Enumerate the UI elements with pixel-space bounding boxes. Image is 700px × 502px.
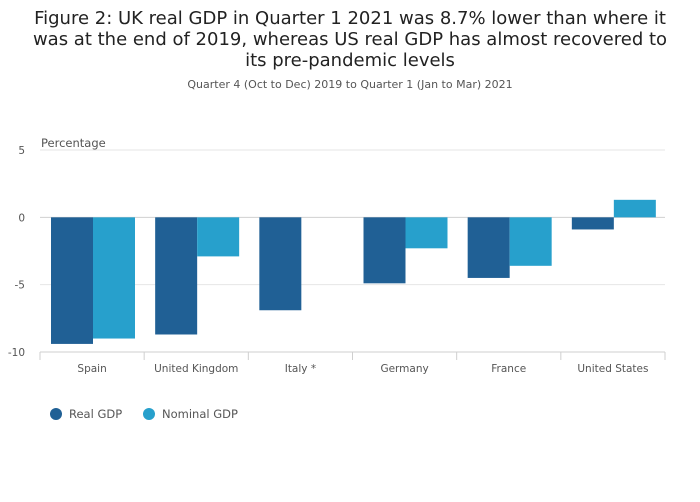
legend-swatch	[50, 408, 62, 420]
real-gdp-bar	[363, 217, 406, 284]
x-tick-label: Italy *	[285, 363, 316, 375]
y-tick-label: -10	[8, 347, 25, 359]
y-tick-label: 5	[18, 145, 25, 157]
nominal-gdp-bar	[509, 217, 552, 266]
x-tick-label: Spain	[77, 363, 106, 375]
x-tick-label: United States	[577, 363, 648, 375]
nominal-gdp-bar	[613, 199, 656, 218]
nominal-gdp-bar	[405, 217, 448, 249]
y-tick-label: -5	[15, 280, 25, 292]
real-gdp-bar	[51, 217, 93, 344]
legend-swatch	[143, 408, 155, 420]
y-tick-label: 0	[18, 212, 25, 224]
chart-title: Figure 2: UK real GDP in Quarter 1 2021 …	[32, 8, 668, 71]
real-gdp-bar	[155, 217, 198, 335]
real-gdp-bar	[467, 217, 510, 278]
nominal-gdp-bar	[93, 217, 135, 339]
nominal-gdp-bar	[197, 217, 240, 257]
legend-label: Real GDP	[69, 407, 122, 421]
x-tick-label: Germany	[380, 363, 428, 375]
y-axis-label: Percentage	[41, 136, 106, 150]
real-gdp-bar	[571, 217, 614, 230]
x-tick-label: United Kingdom	[154, 363, 238, 375]
x-tick-label: France	[491, 363, 526, 375]
legend-label: Nominal GDP	[162, 407, 238, 421]
chart-subtitle: Quarter 4 (Oct to Dec) 2019 to Quarter 1…	[187, 78, 513, 91]
real-gdp-bar	[259, 217, 302, 311]
